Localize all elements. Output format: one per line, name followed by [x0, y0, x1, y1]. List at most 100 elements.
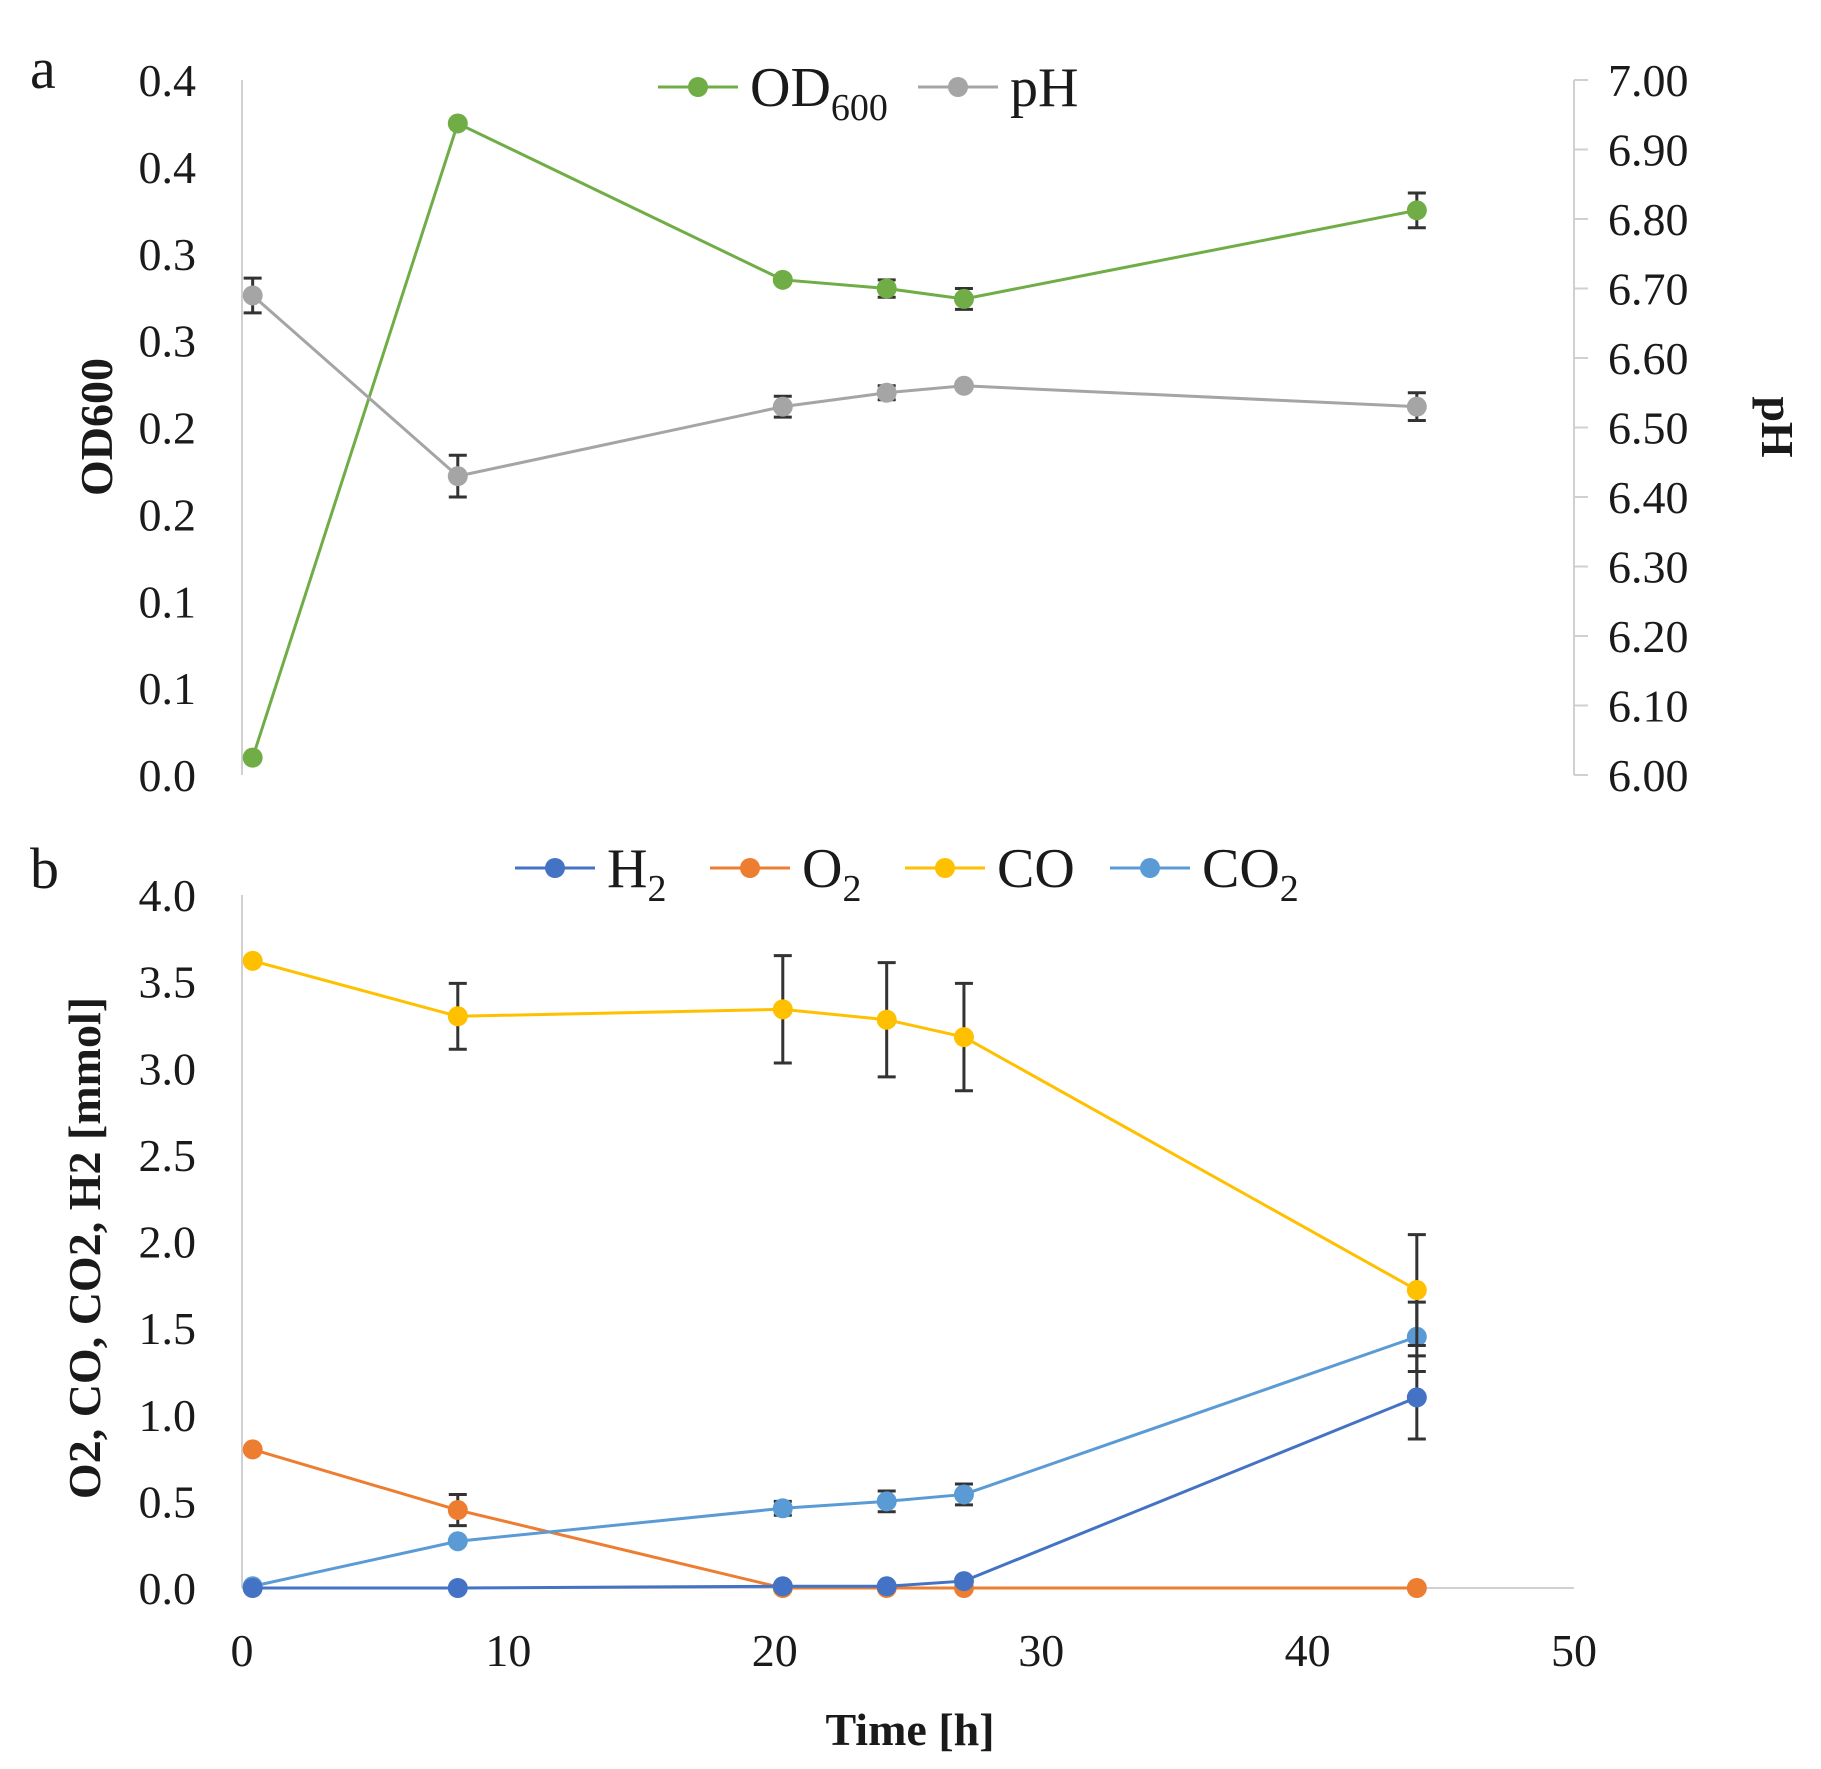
y2-tick-label: 6.90	[1608, 125, 1689, 176]
y-tick-label: 0.1	[139, 663, 197, 714]
legend-label-main: O	[802, 838, 842, 900]
legend-label-main: pH	[1010, 57, 1078, 119]
y2-tick-label: 6.70	[1608, 264, 1689, 315]
legend-label: pH	[1010, 57, 1078, 119]
y2-tick-label: 7.00	[1608, 55, 1689, 106]
series-line	[252, 1447, 1417, 1590]
legend-label-subscript: 600	[831, 87, 888, 129]
data-point	[953, 1027, 974, 1048]
series-0	[242, 113, 1427, 768]
x-tick-label: 20	[752, 1625, 798, 1676]
data-point	[242, 1578, 263, 1598]
y2-tick-label: 6.30	[1608, 542, 1689, 593]
y-tick-label: 2.0	[139, 1217, 197, 1268]
x-tick-label: 40	[1285, 1625, 1331, 1676]
data-point	[242, 1439, 263, 1460]
y-tick-label: 0.3	[139, 229, 197, 280]
series-0	[242, 1354, 1427, 1598]
data-point	[1406, 1387, 1427, 1408]
legend: OD600 pH	[658, 57, 1078, 129]
data-point	[242, 950, 263, 971]
data-point	[1406, 1578, 1427, 1598]
data-point	[876, 1009, 897, 1030]
y-tick-label: 0.4	[139, 55, 197, 106]
y-tick-label: 2.5	[139, 1130, 197, 1181]
panel-a: a 0.0 0.1 0.1 0.2 0.2 0.3 0.3 0.4 0.4 6.00 6.10 6.20…	[30, 36, 1803, 801]
y-tick-label: 3.0	[139, 1043, 197, 1094]
y-tick-label: 0.2	[139, 489, 197, 540]
y-tick-label: 3.5	[139, 957, 197, 1008]
y2-axis-title: pH	[1752, 396, 1803, 458]
data-point	[772, 999, 793, 1020]
x-tick-label: 10	[485, 1625, 531, 1676]
legend-item: pH	[918, 57, 1078, 119]
panel-label: a	[30, 36, 56, 101]
legend-marker	[740, 858, 760, 878]
y-axis-title: OD600	[71, 358, 122, 496]
legend-marker	[688, 77, 708, 97]
y-tick-label: 0.3	[139, 316, 197, 367]
y2-tick-label: 6.10	[1608, 681, 1689, 732]
data-point	[447, 1500, 468, 1521]
series-line	[252, 959, 1418, 1292]
data-point	[1406, 200, 1427, 221]
legend-label-main: CO	[1202, 838, 1280, 900]
y2-tick-label: 6.80	[1608, 194, 1689, 245]
data-point	[772, 1576, 793, 1597]
data-point	[876, 1576, 897, 1597]
data-point	[876, 1491, 897, 1512]
x-axis-title: Time [h]	[825, 1704, 994, 1755]
data-point	[242, 285, 263, 306]
legend-label-subscript: 2	[842, 868, 861, 910]
panel-b: b 0.0 0.5 1.0 1.5 2.0 2.5 3.0 3.5 4.0 0 10 20 30 40 50 O…	[30, 836, 1597, 1755]
y2-tick-label: 6.40	[1608, 472, 1689, 523]
data-point	[1406, 1280, 1427, 1301]
legend-label-main: H	[607, 838, 647, 900]
legend-item: OD600	[658, 57, 888, 129]
y-tick-label: 0.4	[139, 142, 197, 193]
legend-label: CO	[997, 838, 1075, 900]
series-line	[252, 1396, 1418, 1590]
y2-tick-label: 6.20	[1608, 611, 1689, 662]
legend-marker	[948, 77, 968, 97]
y-tick-label: 0.0	[139, 1563, 197, 1614]
x-tick-label: 0	[231, 1625, 254, 1676]
data-point	[447, 1531, 468, 1552]
data-point	[876, 278, 897, 299]
legend-label: CO2	[1202, 838, 1299, 910]
series-1	[242, 276, 1427, 499]
data-point	[447, 466, 468, 487]
data-point	[953, 375, 974, 396]
y2-tick-label: 6.60	[1608, 333, 1689, 384]
data-point	[447, 1006, 468, 1027]
y-axis-title: O2, CO, CO2, H2 [mmol]	[59, 997, 110, 1499]
legend-label: O2	[802, 838, 861, 910]
series-line	[251, 121, 1418, 759]
data-point	[447, 113, 468, 134]
data-point	[876, 382, 897, 403]
legend-label-main: OD	[750, 57, 831, 119]
x-tick-label: 50	[1551, 1625, 1597, 1676]
data-point	[772, 396, 793, 417]
legend-marker	[545, 858, 565, 878]
legend-label: OD600	[750, 57, 888, 129]
y-tick-label: 0.5	[139, 1476, 197, 1527]
y2-tick-label: 6.50	[1608, 403, 1689, 454]
data-point	[1406, 396, 1427, 417]
data-point	[953, 1484, 974, 1505]
series-line	[252, 1335, 1418, 1588]
panel-label: b	[30, 836, 59, 901]
data-point	[242, 747, 263, 768]
legend-label: H2	[607, 838, 666, 910]
y-tick-label: 0.2	[139, 403, 197, 454]
y-tick-label: 0.0	[139, 750, 197, 801]
legend-item: H2	[515, 838, 666, 910]
x-tick-label: 30	[1018, 1625, 1064, 1676]
data-point	[772, 269, 793, 290]
series-2	[242, 950, 1427, 1347]
legend-marker	[935, 858, 955, 878]
data-point	[953, 288, 974, 309]
legend-marker	[1140, 858, 1160, 878]
